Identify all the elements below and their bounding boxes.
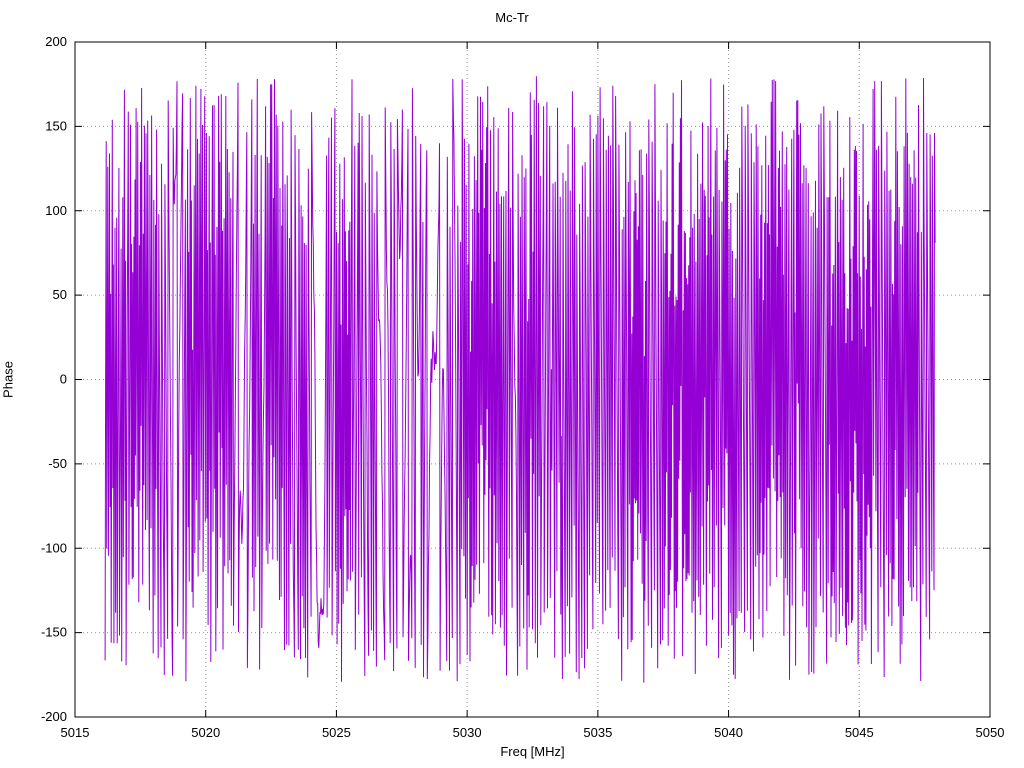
y-tick-label: -100 — [41, 540, 67, 555]
x-axis-label: Freq [MHz] — [500, 744, 565, 759]
x-tick-label: 5035 — [583, 725, 612, 740]
x-tick-label: 5040 — [714, 725, 743, 740]
x-tick-label: 5050 — [976, 725, 1005, 740]
y-tick-label: 100 — [45, 203, 67, 218]
y-tick-label: -50 — [48, 456, 67, 471]
x-tick-label: 5045 — [845, 725, 874, 740]
y-axis-label: Phase — [0, 361, 16, 398]
x-tick-label: 5020 — [191, 725, 220, 740]
x-tick-label: 5030 — [453, 725, 482, 740]
phase-series-line — [104, 76, 936, 683]
y-tick-label: 150 — [45, 118, 67, 133]
y-tick-label: 0 — [60, 372, 67, 387]
x-tick-label: 5015 — [61, 725, 90, 740]
chart-title: Mc-Tr — [495, 10, 529, 25]
x-tick-label: 5025 — [322, 725, 351, 740]
y-tick-label: 50 — [53, 287, 67, 302]
y-tick-label: 200 — [45, 34, 67, 49]
y-tick-label: -200 — [41, 709, 67, 724]
y-tick-label: -150 — [41, 625, 67, 640]
